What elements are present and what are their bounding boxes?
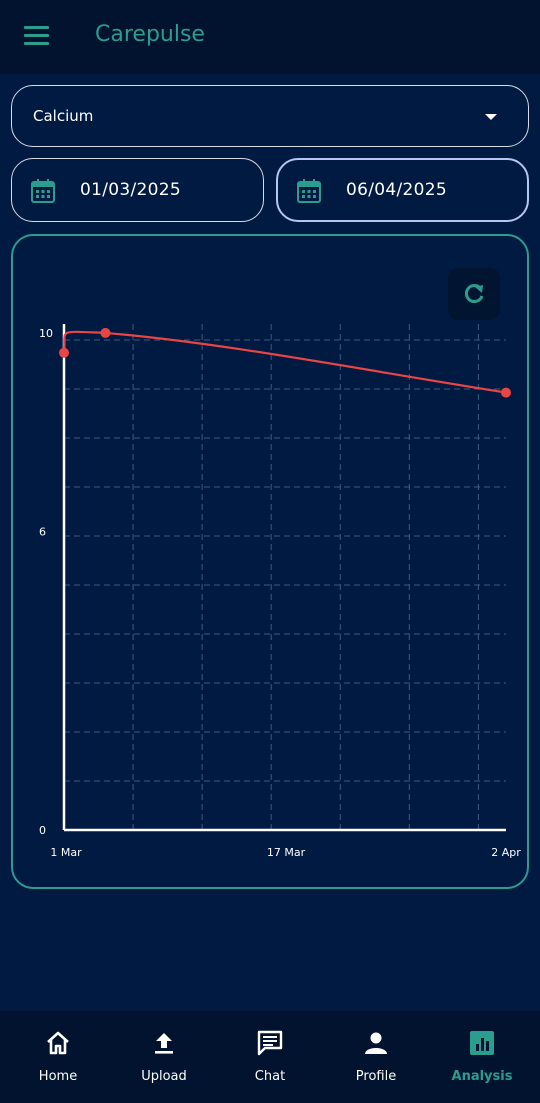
app-bar: Carepulse (0, 0, 540, 74)
nav-profile[interactable]: Profile (322, 1011, 430, 1103)
end-date-value: 06/04/2025 (346, 180, 447, 200)
home-icon (47, 1031, 69, 1055)
line-chart: 0 6 10 1 Mar 17 Mar 2 Apr (39, 324, 521, 859)
start-date-value: 01/03/2025 (80, 180, 181, 200)
nav-analysis-label: Analysis (451, 1069, 513, 1084)
nav-home-label: Home (38, 1069, 78, 1084)
x-tick-label: 1 Mar (50, 846, 82, 859)
series-line (62, 330, 507, 394)
y-tick-label: 10 (39, 327, 53, 340)
nav-upload[interactable]: Upload (110, 1011, 218, 1103)
refresh-button[interactable] (448, 268, 500, 320)
data-point (59, 347, 69, 358)
x-tick-label: 17 Mar (267, 846, 306, 859)
dropdown-value: Calcium (33, 107, 94, 125)
caret-down-icon (485, 114, 497, 120)
calendar-icon (31, 179, 55, 203)
nav-upload-label: Upload (141, 1069, 187, 1084)
nav-home[interactable]: Home (4, 1011, 112, 1103)
nav-chat[interactable]: Chat (216, 1011, 324, 1103)
y-tick-label: 0 (39, 824, 46, 837)
nav-analysis[interactable]: Analysis (428, 1011, 536, 1103)
start-date-field[interactable]: 01/03/2025 (11, 158, 264, 222)
bottom-navigation: Home Upload Chat Profile Analysis (0, 1011, 540, 1103)
analyte-dropdown[interactable]: Calcium (11, 85, 529, 147)
upload-icon (155, 1033, 173, 1054)
analysis-icon (470, 1031, 494, 1055)
x-tick-label: 2 Apr (491, 846, 521, 859)
app-title: Carepulse (95, 22, 205, 47)
data-point (501, 387, 511, 398)
nav-profile-label: Profile (355, 1069, 397, 1084)
menu-icon[interactable] (24, 26, 50, 46)
end-date-field[interactable]: 06/04/2025 (276, 158, 529, 222)
refresh-icon (464, 284, 484, 303)
profile-icon (365, 1032, 387, 1054)
data-point (100, 327, 111, 338)
calendar-icon (297, 179, 321, 203)
chart-card (11, 234, 529, 889)
y-tick-label: 6 (39, 526, 46, 539)
nav-chat-label: Chat (254, 1069, 286, 1084)
chat-icon (257, 1030, 283, 1056)
